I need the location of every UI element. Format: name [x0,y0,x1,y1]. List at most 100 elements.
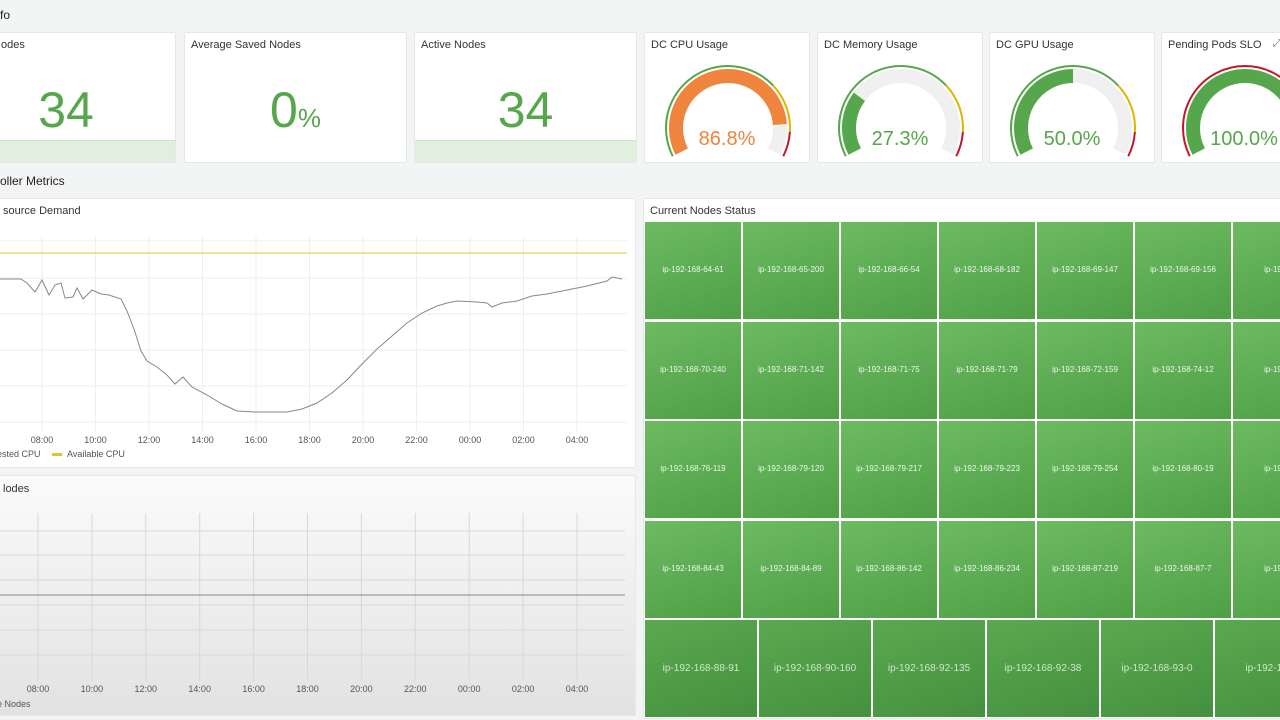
nodes-chart[interactable] [0,476,636,716]
panel-title: DC CPU Usage [651,39,729,51]
node-tile[interactable]: ip-192-168-92-38 [987,620,1099,717]
node-tile[interactable]: ip-192-168-80-19 [1135,421,1231,518]
gauge-arc [838,65,964,157]
nodes-panel: lodes 08:00 10:00 12:00 14:00 16:00 18:00 20:0… [0,475,636,716]
node-tile[interactable]: ip-192-168-79-217 [841,421,937,518]
gauge-arc [1010,65,1136,157]
node-tile[interactable]: ip-192-168-65-200 [743,222,839,319]
x-tick-label: 22:00 [405,435,428,445]
x-tick-label: 04:00 [565,435,589,445]
x-tick-label: 04:00 [565,684,589,694]
requested-cpu-line [0,276,623,413]
resource-demand-chart[interactable] [0,199,636,468]
current-nodes-status-panel: Current Nodes Status ip-192-168-64-61 ip-… [643,198,1280,719]
node-tile[interactable]: ip-192-168-66-54 [841,222,937,319]
x-tick-label: 02:00 [511,684,535,694]
node-tile[interactable]: ip-192-168-88-91 [645,620,757,717]
node-tile[interactable]: ip-192-168-71-142 [743,321,839,419]
node-tile[interactable]: ip-192-168-72-159 [1037,321,1133,419]
legend-nodes[interactable]: e Nodes [0,699,31,709]
gauge-panel: DC GPU Usage 50.0% [989,32,1155,163]
gauge-fill [842,92,866,155]
gauge-panel: DC Memory Usage 27.3% [817,32,983,163]
row-title-controller-metrics[interactable]: oller Metrics [0,174,65,188]
gauge-value: 27.3% [871,128,929,150]
panel-title: Pending Pods SLO [1168,39,1262,51]
x-tick-label: 08:00 [30,435,54,445]
stat-value: 34 [497,82,554,138]
node-tile[interactable]: ip-192-16 [1233,520,1280,618]
panel-title: lodes [3,483,30,495]
x-tick-label: 00:00 [458,435,482,445]
node-tile[interactable]: ip-192-16 [1233,222,1280,319]
x-tick-label: 14:00 [188,684,211,694]
node-tile[interactable]: ip-192-168-71-79 [939,321,1035,419]
stat-panel-average-saved-nodes: Average Saved Nodes 0% [184,32,407,163]
node-tile[interactable]: ip-192-168-92-135 [873,620,985,717]
x-tick-label: 00:00 [457,684,481,694]
stat-panel-active-nodes: Active Nodes 34 [414,32,637,163]
gauge-fill [1014,69,1074,155]
x-tick-label: 10:00 [80,684,104,694]
panel-title: source Demand [3,205,81,217]
x-tick-label: 16:00 [244,435,268,445]
x-tick-label: 22:00 [404,684,427,694]
node-tile[interactable]: ip-192-168-76-119 [645,421,741,518]
resource-demand-panel: source Demand 08:00 10:00 12:00 14:00 16:00 1… [0,198,636,468]
gauge-panel: DC CPU Usage 86.8% [644,32,810,163]
node-tile[interactable]: ip-192-168-68-182 [939,222,1035,319]
expand-icon[interactable]: ⤢ [1273,38,1280,49]
node-tile[interactable]: ip-192-168-69-147 [1037,222,1133,319]
node-tile[interactable]: ip-192-16 [1233,421,1280,518]
node-tile[interactable]: ip-192-16 [1233,321,1280,419]
gauge-fill [1186,69,1280,155]
node-tile[interactable]: ip-192-168-87-7 [1135,520,1231,618]
node-tile[interactable]: ip-192-168-86-142 [841,520,937,618]
gauge-value: 86.8% [698,128,756,150]
node-tile[interactable]: ip-192-168-74-12 [1135,321,1231,419]
legend-requested-cpu[interactable]: ested CPU [0,449,41,459]
panel-title: odes [1,39,25,51]
panel-title: Average Saved Nodes [191,39,301,51]
x-tick-label: 12:00 [134,684,158,694]
x-tick-label: 02:00 [512,435,535,445]
node-tile[interactable]: ip-192-168-71-75 [841,321,937,419]
gauge-fill [669,69,787,155]
panel-title: Current Nodes Status [650,205,756,217]
node-tile[interactable]: ip-192-168-79-254 [1037,421,1133,518]
node-tile[interactable]: ip-192-168-79-223 [939,421,1035,518]
node-tile[interactable]: ip-192-168-86-234 [939,520,1035,618]
x-tick-label: 20:00 [351,435,375,445]
gauge-arc [665,65,791,157]
x-tick-label: 20:00 [350,684,373,694]
x-tick-label: 12:00 [137,435,161,445]
stat-panel-nodes: odes 34 [0,32,176,163]
sparkline [0,140,175,162]
node-tile[interactable]: ip-192-168-70-240 [645,321,741,419]
gauge-value: 100.0% [1210,128,1278,150]
row-title-info[interactable]: fo [0,8,11,22]
node-tile[interactable]: ip-192-168-69-156 [1135,222,1231,319]
legend-available-cpu[interactable]: Available CPU [52,449,125,459]
gauge-value: 50.0% [1043,128,1101,150]
legend-swatch-icon [52,453,62,457]
stat-value: 34 [38,82,94,138]
x-tick-label: 18:00 [296,684,319,694]
node-tile[interactable]: ip-192-168-84-89 [743,520,839,618]
node-tile[interactable]: ip-192-168-90-160 [759,620,871,717]
x-tick-label: 14:00 [191,435,214,445]
node-tile[interactable]: ip-192-168-79-120 [743,421,839,518]
x-tick-label: 18:00 [298,435,321,445]
node-tile[interactable]: ip-192-168-64-61 [645,222,741,319]
x-tick-label: 08:00 [26,684,50,694]
gauge-panel: Pending Pods SLO ⤢ 100.0% [1161,32,1280,163]
stat-value: 0% [270,82,321,138]
panel-title: DC Memory Usage [824,39,918,51]
node-tile[interactable]: ip-192-168-93-0 [1101,620,1213,717]
node-tile[interactable]: ip-192-168-87-219 [1037,520,1133,618]
node-tile[interactable]: ip-192-168- [1215,620,1280,717]
panel-title: Active Nodes [421,39,486,51]
node-tile[interactable]: ip-192-168-84-43 [645,520,741,618]
sparkline [415,140,636,162]
x-tick-label: 10:00 [84,435,107,445]
